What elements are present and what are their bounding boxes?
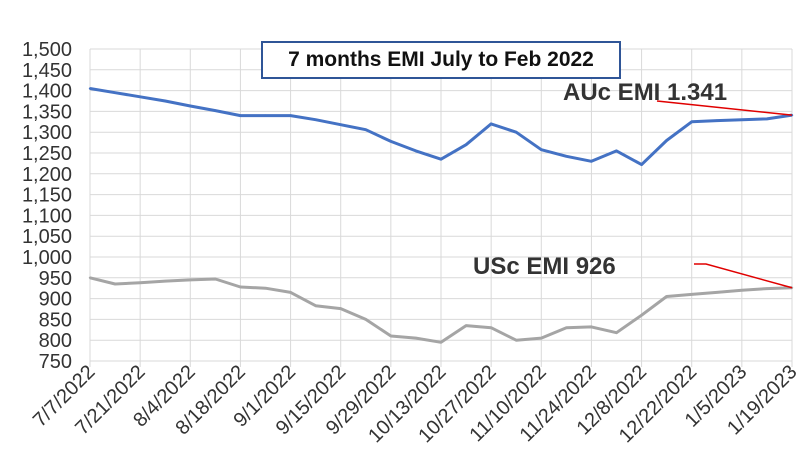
data-point-usc <box>540 336 543 340</box>
data-point-usc <box>715 291 718 294</box>
data-point-usc <box>565 326 568 329</box>
data-point-auc <box>615 149 618 153</box>
y-tick-label: 1,000 <box>22 247 72 269</box>
y-tick-label: 1,450 <box>22 60 72 82</box>
data-point-usc <box>640 314 643 317</box>
y-tick-label: 1,400 <box>22 81 72 103</box>
y-tick-label: 1,050 <box>22 226 72 248</box>
data-point-usc <box>164 279 167 283</box>
data-point-usc <box>214 277 217 281</box>
data-point-usc <box>615 331 618 334</box>
y-tick-label: 1,250 <box>22 143 72 165</box>
data-point-auc <box>339 123 342 126</box>
data-point-usc <box>314 304 317 307</box>
data-point-auc <box>314 118 317 121</box>
y-tick-label: 1,200 <box>22 164 72 186</box>
data-point-auc <box>590 160 593 163</box>
data-point-auc <box>164 99 167 103</box>
data-point-auc <box>113 91 117 94</box>
annotations: AUc EMI 1.341 USc EMI 926 <box>473 79 793 289</box>
data-point-usc <box>289 291 292 294</box>
data-point-auc <box>740 118 744 121</box>
data-point-auc <box>289 114 292 117</box>
data-point-auc <box>189 104 192 108</box>
series-lines <box>88 87 794 344</box>
y-tick-label: 950 <box>39 268 72 290</box>
y-tick-label: 1,300 <box>22 122 72 144</box>
y-tick-label: 1,100 <box>22 205 72 227</box>
data-point-auc <box>665 139 668 142</box>
data-point-auc <box>364 128 367 131</box>
y-tick-label: 800 <box>39 330 72 352</box>
data-point-usc <box>765 287 769 290</box>
data-point-usc <box>264 287 267 290</box>
data-point-usc <box>590 325 593 329</box>
annotation-pointer <box>656 100 793 116</box>
data-point-usc <box>665 295 668 298</box>
gridlines <box>89 48 793 367</box>
data-point-auc <box>214 109 217 112</box>
annotation-label-usc: USc EMI 926 <box>473 253 616 280</box>
data-point-auc <box>690 120 693 124</box>
data-point-usc <box>515 339 518 342</box>
data-point-auc <box>489 122 493 126</box>
data-point-usc <box>189 278 192 282</box>
data-point-usc <box>464 324 468 327</box>
annotation-label-auc: AUc EMI 1.341 <box>563 79 727 106</box>
data-point-auc <box>439 158 443 161</box>
data-point-auc <box>715 119 718 122</box>
y-tick-label: 1,500 <box>22 39 72 61</box>
data-point-auc <box>565 155 568 158</box>
chart-title: 7 months EMI July to Feb 2022 <box>261 41 621 79</box>
data-point-usc <box>239 285 242 289</box>
data-point-usc <box>364 318 367 321</box>
data-point-usc <box>414 336 418 340</box>
data-point-usc <box>389 334 393 338</box>
y-tick-label: 750 <box>39 351 72 373</box>
data-point-auc <box>414 149 418 153</box>
y-axis-ticks: 1,5001,4501,4001,3501,3001,2501,2001,150… <box>22 39 72 373</box>
y-tick-label: 900 <box>39 289 72 311</box>
data-point-usc <box>690 293 693 296</box>
data-point-auc <box>640 163 643 166</box>
data-point-usc <box>439 341 443 344</box>
y-tick-label: 1,350 <box>22 101 72 123</box>
annotation-pointer <box>694 263 793 289</box>
x-axis-ticks: 7/7/20227/21/20228/4/20228/18/20229/1/20… <box>29 361 802 447</box>
data-point-usc <box>88 276 92 279</box>
data-point-usc <box>138 281 142 284</box>
data-point-auc <box>515 131 518 134</box>
y-tick-label: 1,150 <box>22 185 72 207</box>
data-point-auc <box>138 95 142 99</box>
data-point-usc <box>740 289 744 292</box>
y-tick-label: 850 <box>39 309 72 331</box>
data-point-auc <box>88 87 92 90</box>
data-point-auc <box>464 143 468 146</box>
data-point-auc <box>264 114 267 117</box>
data-point-usc <box>113 282 117 286</box>
data-point-auc <box>239 114 242 117</box>
data-point-usc <box>339 307 342 310</box>
data-point-usc <box>489 326 493 329</box>
data-point-auc <box>765 117 769 121</box>
data-point-auc <box>389 140 393 143</box>
data-point-auc <box>540 148 543 151</box>
